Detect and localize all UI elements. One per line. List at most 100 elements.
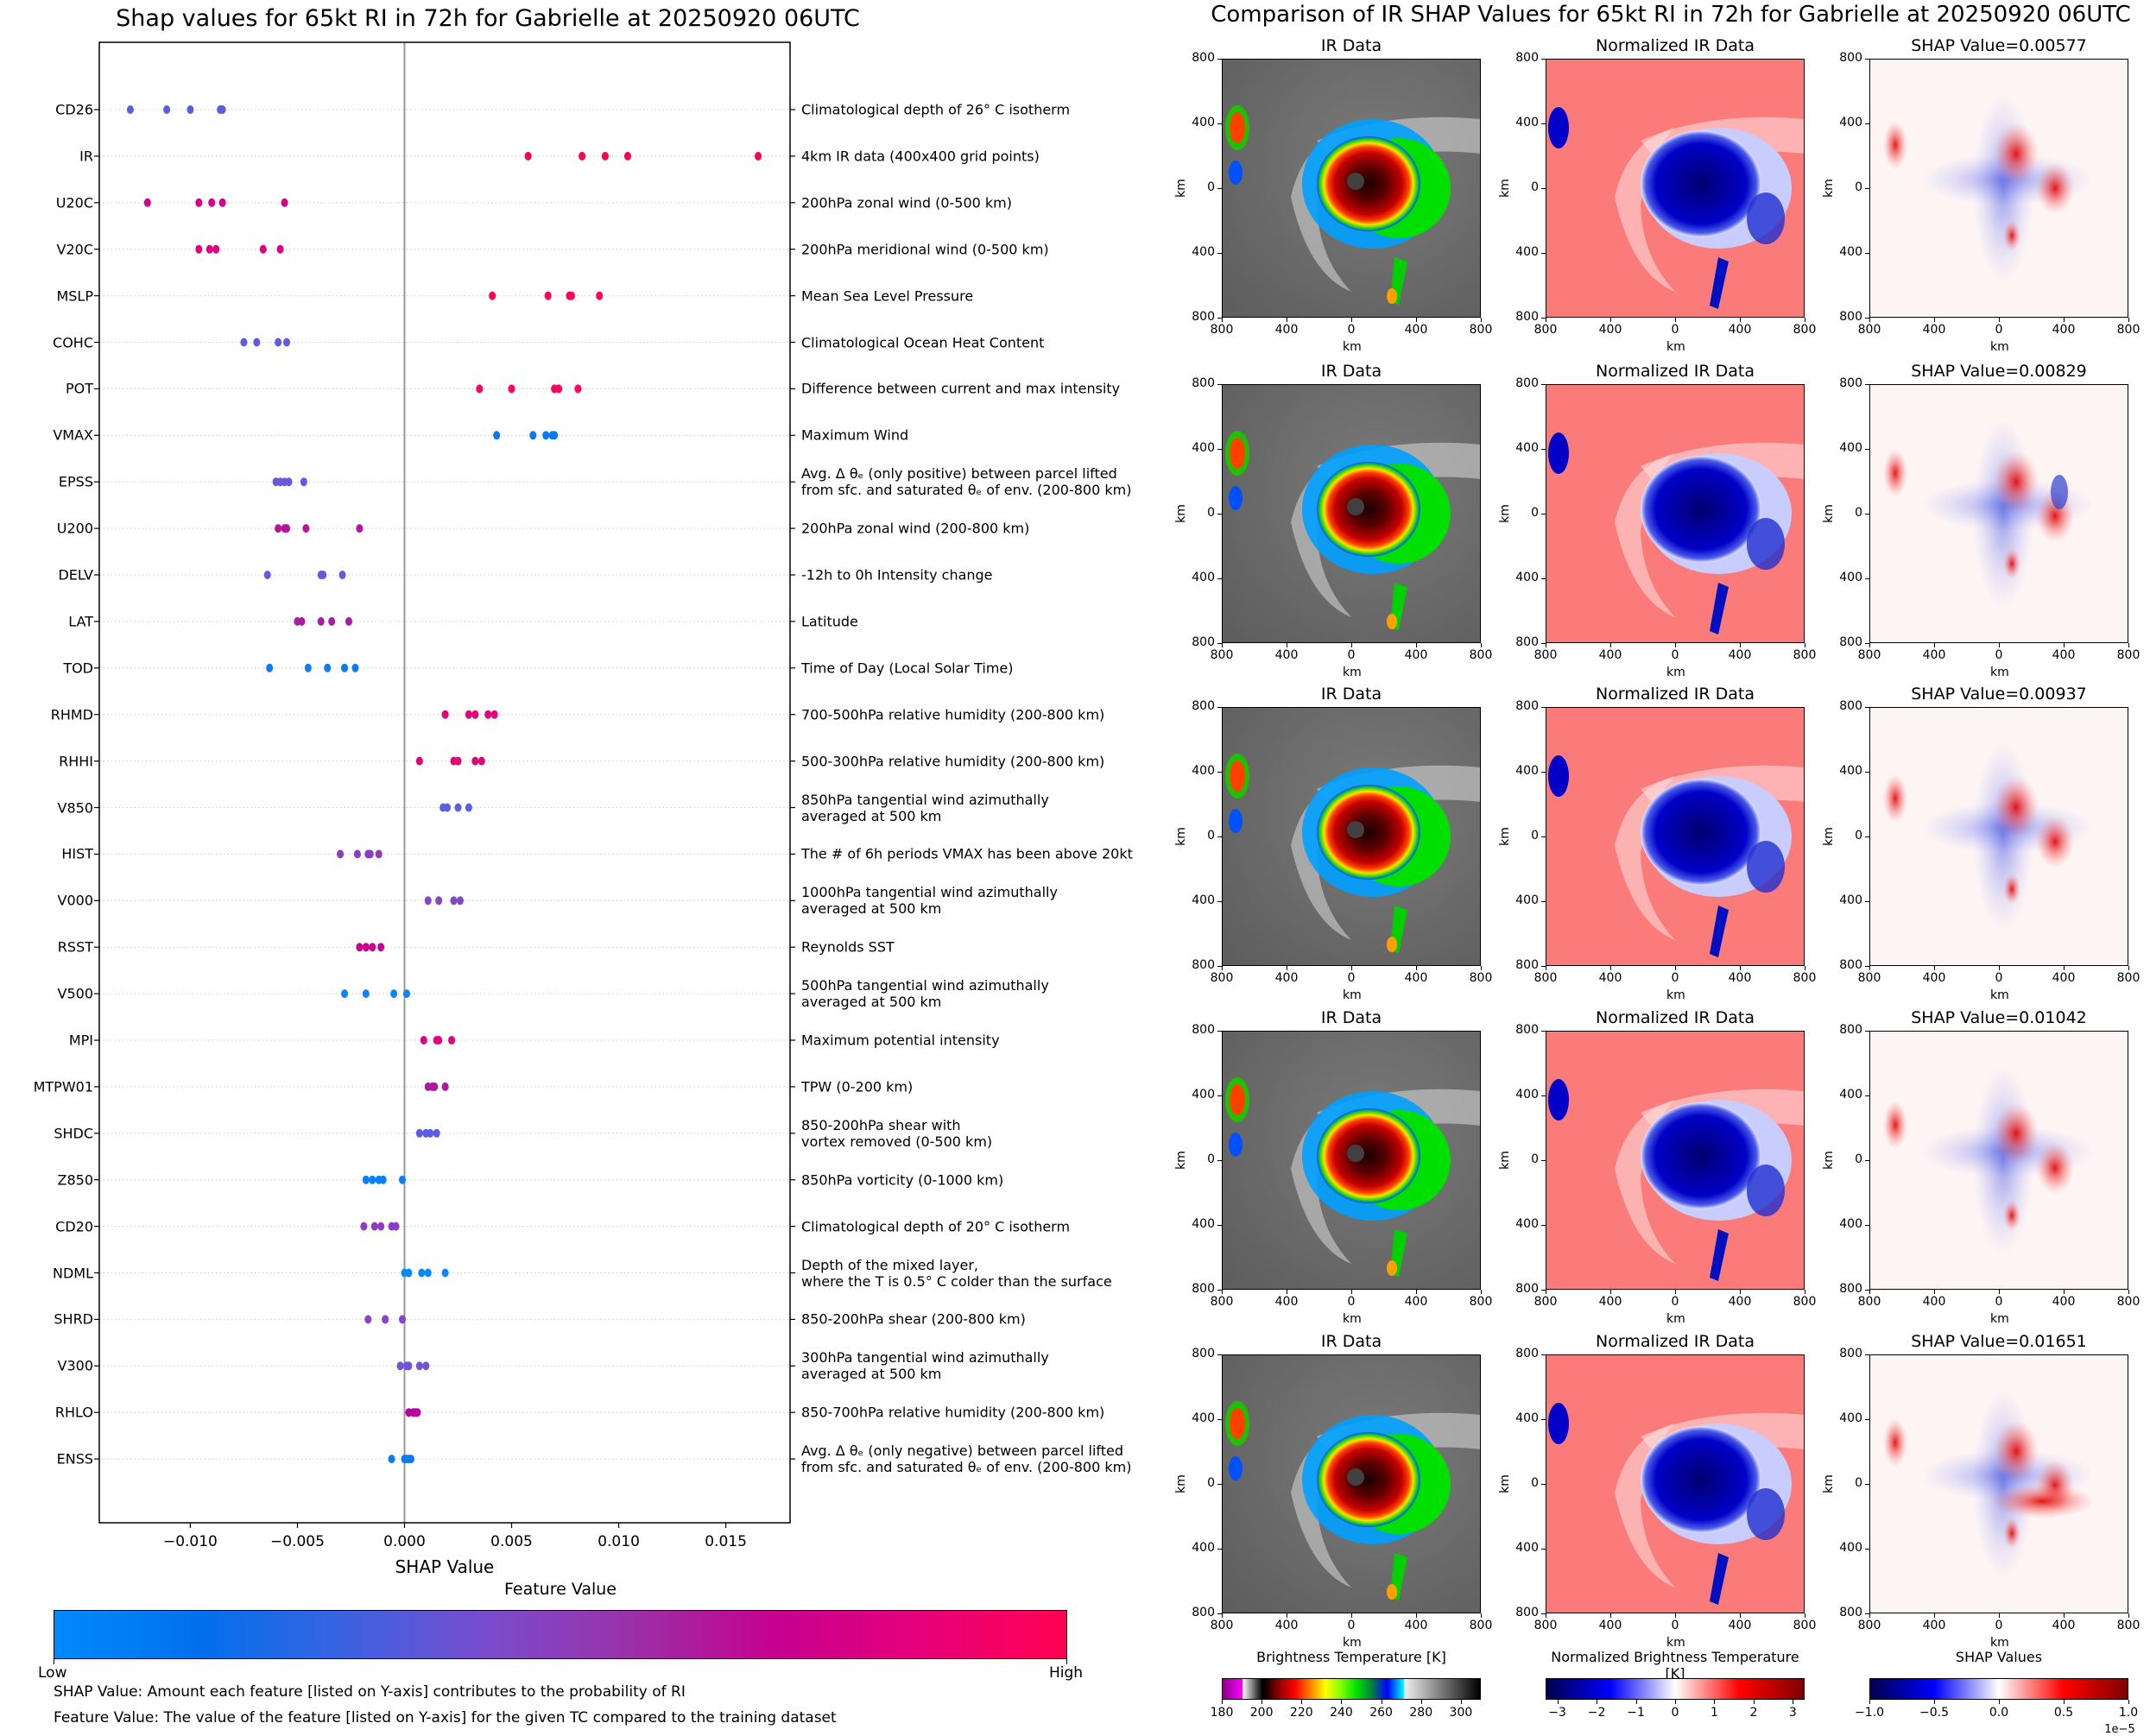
x-tick-label: 800: [1793, 648, 1817, 662]
y-tick: [1217, 643, 1222, 644]
feature-name-label: Z850: [57, 1171, 94, 1189]
y-axis-label: km: [1821, 1474, 1836, 1493]
y-tick: [1865, 1290, 1869, 1291]
shap-point-tod: [351, 663, 359, 672]
y-tick-label: 400: [1839, 1217, 1862, 1231]
y-tick: [1541, 578, 1546, 579]
x-tick: [1416, 966, 1417, 970]
x-tick-label: 0: [1995, 648, 2003, 662]
y-tick: [1865, 384, 1869, 385]
x-tick: [1999, 1290, 2000, 1294]
x-tick-label: −0.005: [269, 1533, 325, 1550]
shap-point-cd26: [187, 105, 194, 114]
y-tick: [1865, 1095, 1869, 1096]
x-tick-label: −0.010: [162, 1533, 218, 1550]
x-tick-label: 800: [1469, 648, 1493, 662]
y-tick: [1541, 449, 1546, 450]
colorbar-tick-label: −1: [1627, 1706, 1645, 1720]
y-tick-label: 400: [1192, 441, 1215, 455]
y-tick-label: 800: [1515, 958, 1539, 972]
shap-point-shdc: [415, 1128, 423, 1138]
y-tick-label: 0: [1531, 1152, 1539, 1166]
y-tick: [1865, 1225, 1869, 1226]
x-tick: [1222, 643, 1223, 647]
y-axis-label: km: [1497, 1151, 1512, 1170]
shap-point-mslp: [489, 291, 496, 300]
x-tick: [2064, 966, 2065, 970]
x-tick: [2128, 1290, 2129, 1294]
y-tick: [1865, 253, 1869, 254]
shap-point-v20c: [206, 244, 213, 254]
shap-point-cd26: [218, 105, 226, 114]
y-tick: [1217, 1290, 1222, 1291]
y-tick: [1541, 1613, 1546, 1614]
shap-point-ir: [755, 151, 762, 161]
shap-point-shrd: [382, 1315, 389, 1324]
shap-point-rhmd: [471, 710, 479, 719]
y-axis-label: km: [1497, 827, 1512, 846]
x-tick-label: 0: [1347, 1619, 1356, 1632]
shap-point-mpi: [420, 1036, 427, 1045]
x-tick: [1740, 1290, 1741, 1294]
x-tick: [1675, 966, 1676, 970]
x-tick: [1416, 1290, 1417, 1294]
shap-point-ir: [524, 151, 532, 161]
x-tick-label: 400: [1922, 1295, 1946, 1309]
x-tick: [2128, 966, 2129, 970]
colorbar-low-label: Low: [38, 1664, 67, 1682]
y-axis-label: km: [1497, 504, 1512, 523]
x-tick: [1610, 1613, 1611, 1618]
feature-name-label: MSLP: [56, 287, 93, 305]
x-tick: [1740, 318, 1741, 322]
y-tick: [1865, 1549, 1869, 1550]
y-tick: [1217, 1484, 1222, 1485]
x-tick: [1222, 966, 1223, 970]
colorbar-tick-label: −3: [1548, 1706, 1566, 1720]
shap-point-v500: [402, 989, 410, 999]
x-tick-label: 400: [1274, 971, 1299, 985]
y-tick-label: 400: [1192, 571, 1215, 584]
x-tick: [1610, 643, 1611, 647]
y-tick: [1217, 1095, 1222, 1096]
x-tick-label: 400: [1728, 648, 1752, 662]
y-tick: [1541, 1549, 1546, 1550]
panel-frame: [1546, 384, 1805, 643]
ir-image: [1222, 1031, 1481, 1290]
y-axis-label: km: [1173, 504, 1188, 523]
shap-point-tod: [341, 663, 349, 672]
x-tick-label: 800: [2116, 323, 2141, 337]
shap-point-hist: [366, 849, 374, 859]
x-tick: [1869, 966, 1870, 970]
feature-name-label: IR: [79, 148, 93, 165]
feature-name-label: MTPW01: [33, 1078, 93, 1095]
shap-point-u200: [302, 524, 310, 533]
y-tick-label: 800: [1192, 1347, 1215, 1360]
feature-name-label: TOD: [63, 660, 93, 677]
shap-point-rhlo: [414, 1408, 421, 1417]
colorbar-tick-label: 3: [1788, 1706, 1797, 1720]
feature-description-label: Mean Sea Level Pressure: [801, 287, 974, 305]
feature-description-label: 500-300hPa relative humidity (200-800 km…: [801, 753, 1105, 770]
x-tick-label: 400: [1922, 971, 1946, 985]
shap-point-hist: [353, 849, 361, 859]
feature-name-label: RSST: [57, 938, 93, 956]
y-tick-label: 0: [1207, 1476, 1215, 1490]
x-tick-label: 400: [1404, 648, 1428, 662]
x-axis-label: km: [1990, 666, 2009, 679]
y-tick-label: 800: [1839, 1606, 1862, 1619]
panel-title-ir: IR Data: [1320, 362, 1382, 381]
x-tick: [1999, 318, 2000, 322]
colorbar-tick-label: 1.0: [2118, 1706, 2139, 1720]
shap-point-ndml: [418, 1268, 426, 1278]
shap-heatmap-image: [1869, 59, 2128, 318]
feature-description-axis: Climatological depth of 26° C isotherm 4k…: [801, 0, 1164, 1588]
shap-point-shdc: [433, 1128, 440, 1138]
shap-point-mpi: [435, 1036, 443, 1045]
colorbar-tick-label: 180: [1210, 1706, 1234, 1720]
x-tick: [1481, 1613, 1482, 1618]
y-tick: [1541, 384, 1546, 385]
x-tick-label: 400: [1274, 1619, 1299, 1632]
shap-point-rhhi: [471, 756, 479, 766]
shap-point-hist: [375, 849, 383, 859]
x-axis-label: km: [1343, 988, 1362, 1002]
